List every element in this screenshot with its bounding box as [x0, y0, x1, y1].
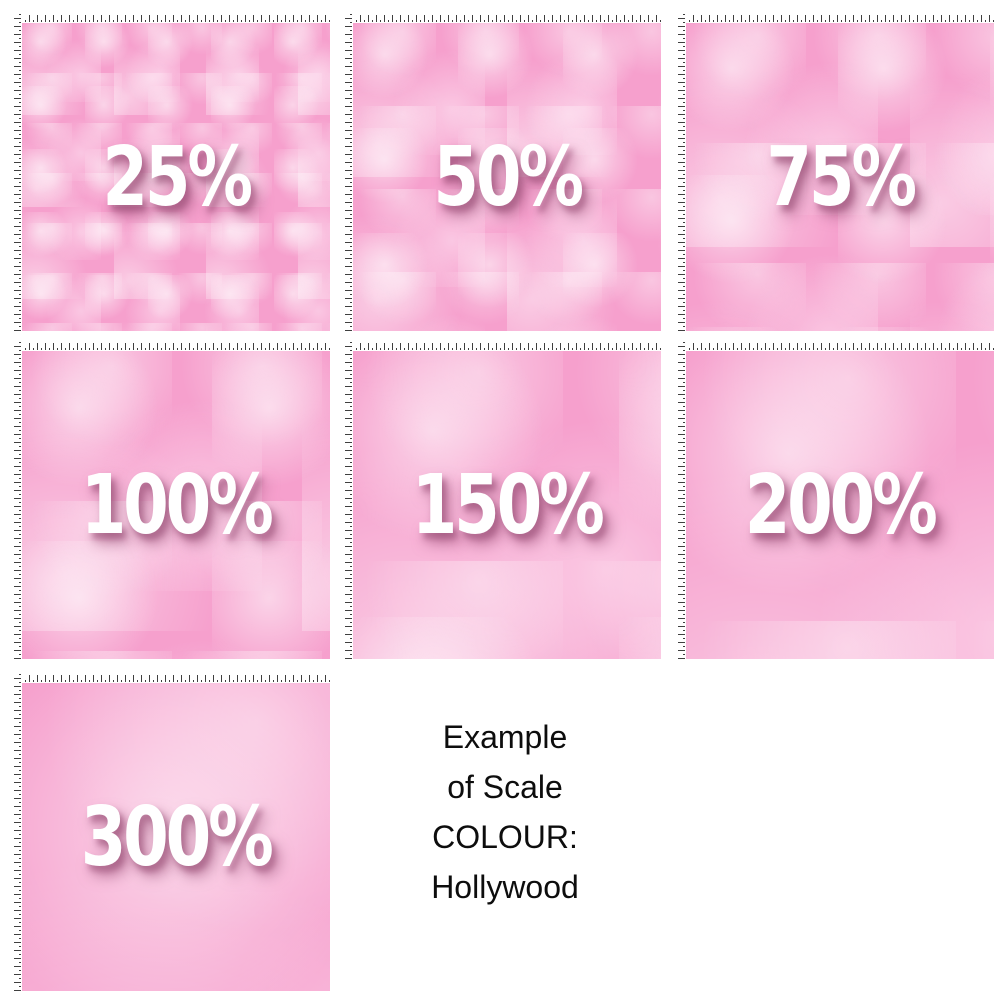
swatch-tile-25: 25%: [13, 14, 330, 331]
ruler-left-edge: [677, 342, 686, 659]
swatch-tile-75: 75%: [677, 14, 994, 331]
fabric-texture-150: 150%: [353, 351, 661, 659]
scale-percentage-label: 25%: [102, 129, 253, 225]
caption-line-example: Example: [442, 719, 568, 755]
scale-percentage-label: 300%: [81, 789, 274, 885]
swatch-tile-300: 300%: [13, 674, 330, 991]
fabric-texture-200: 200%: [686, 351, 994, 659]
swatch-tile-100: 100%: [13, 342, 330, 659]
swatch-tile-200: 200%: [677, 342, 994, 659]
caption-line-colour-name: Hollywood: [431, 869, 579, 905]
ruler-left-edge: [344, 14, 353, 331]
ruler-top-edge: [677, 14, 994, 23]
caption-line-colour: COLOUR:: [432, 819, 578, 855]
ruler-top-edge: [677, 342, 994, 351]
swatch-tile-150: 150%: [344, 342, 661, 659]
ruler-top-edge: [13, 674, 330, 683]
fabric-texture-300: 300%: [22, 683, 330, 991]
fabric-texture-75: 75%: [686, 23, 994, 331]
ruler-top-edge: [344, 342, 661, 351]
swatch-tile-50: 50%: [344, 14, 661, 331]
scale-percentage-label: 200%: [745, 457, 938, 553]
scale-percentage-label: 50%: [433, 129, 584, 225]
scale-percentage-label: 150%: [412, 457, 605, 553]
ruler-left-edge: [677, 14, 686, 331]
caption-block: Example of Scale COLOUR: Hollywood: [350, 712, 660, 912]
ruler-left-edge: [13, 342, 22, 659]
caption-line-of-scale: of Scale: [447, 769, 563, 805]
ruler-left-edge: [13, 674, 22, 991]
ruler-top-edge: [13, 14, 330, 23]
ruler-top-edge: [13, 342, 330, 351]
ruler-top-edge: [344, 14, 661, 23]
scale-percentage-label: 100%: [81, 457, 274, 553]
scale-percentage-label: 75%: [766, 129, 917, 225]
ruler-left-edge: [344, 342, 353, 659]
fabric-texture-100: 100%: [22, 351, 330, 659]
fabric-texture-25: 25%: [22, 23, 330, 331]
ruler-left-edge: [13, 14, 22, 331]
fabric-texture-50: 50%: [353, 23, 661, 331]
